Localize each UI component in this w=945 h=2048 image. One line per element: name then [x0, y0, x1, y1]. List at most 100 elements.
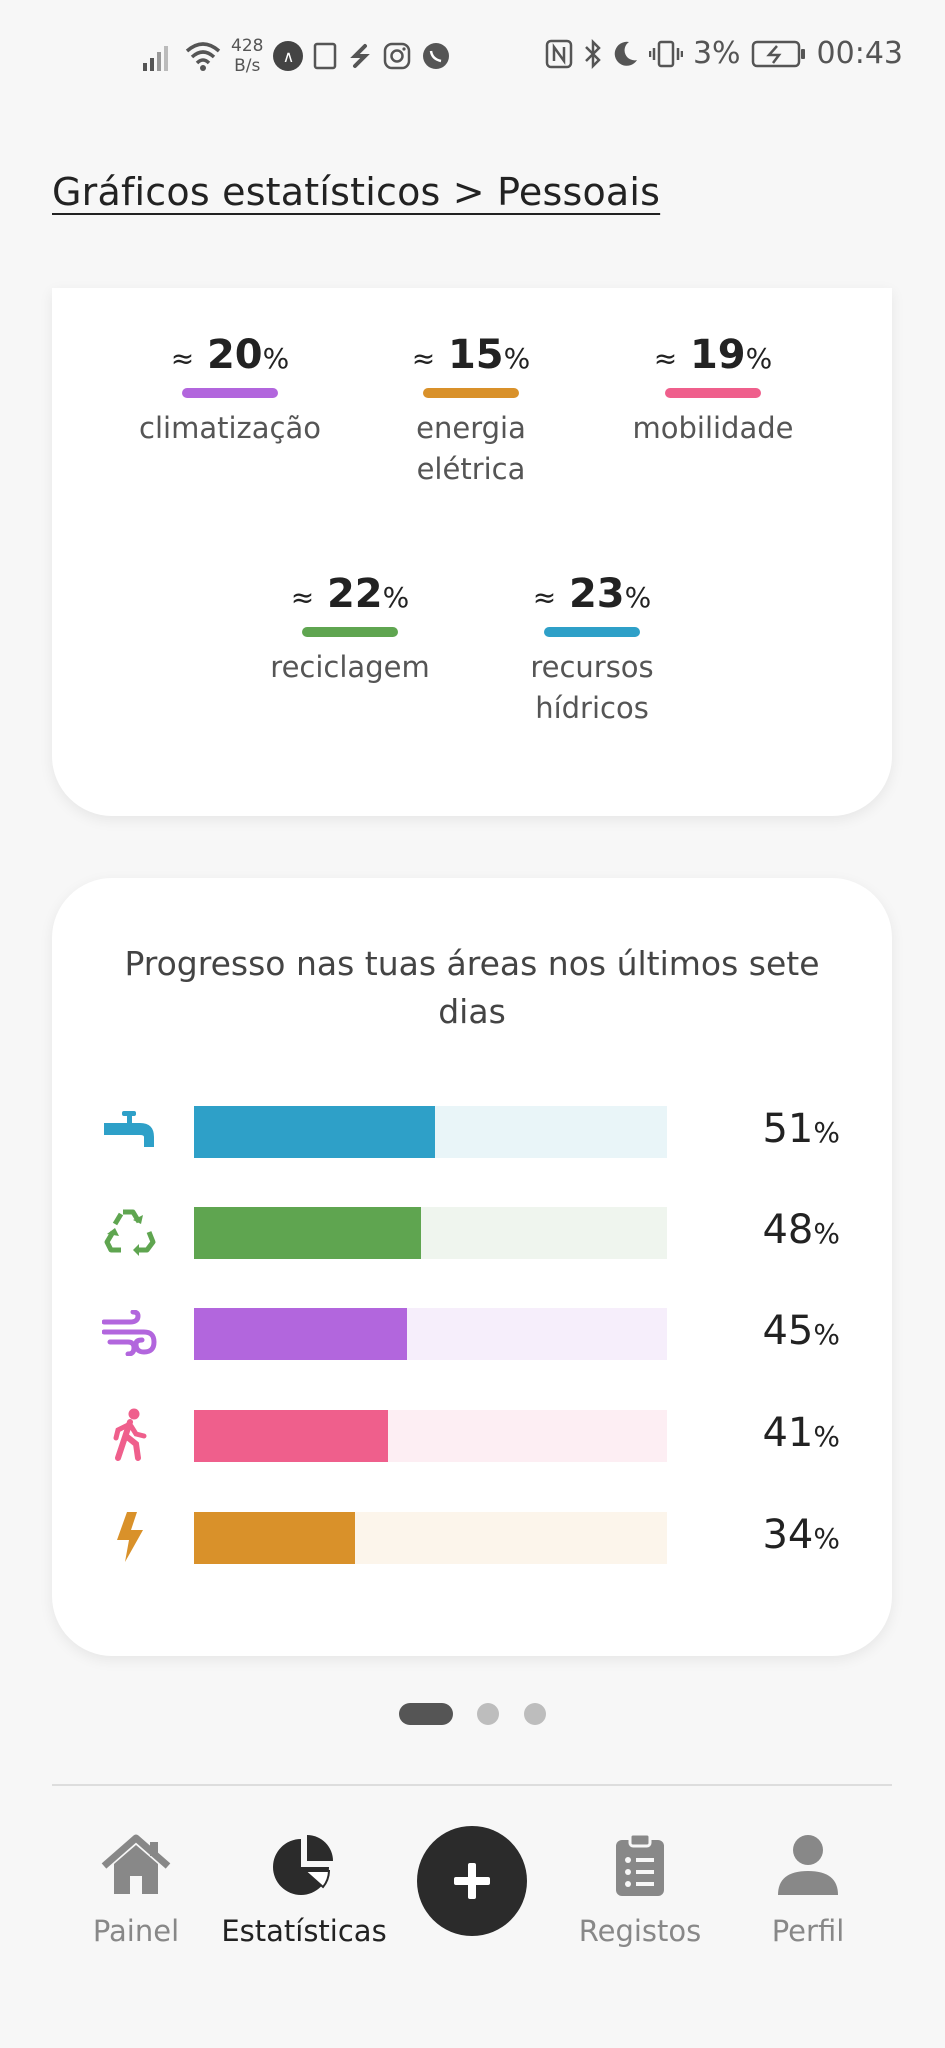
walking-person-icon [113, 1408, 147, 1461]
stat-value: 19 [689, 332, 746, 378]
progress-unit: % [813, 1217, 840, 1250]
nav-estatisticas[interactable]: Estatísticas [214, 1830, 394, 1948]
nav-label: Perfil [771, 1914, 845, 1948]
nav-registos[interactable]: Registos [550, 1830, 730, 1948]
wind-icon [102, 1310, 157, 1356]
progress-value: 41% [762, 1410, 840, 1456]
nav-label: Painel [92, 1914, 180, 1948]
network-rate-unit: B/s [234, 56, 261, 76]
progress-unit: % [813, 1522, 840, 1555]
network-rate-value: 428 [231, 36, 264, 56]
nav-label: Estatísticas [221, 1914, 387, 1948]
nav-painel[interactable]: Painel [46, 1830, 226, 1948]
stat-color-bar [665, 388, 761, 398]
status-bar: 428 B/s ∧ 3% 00:43 [0, 0, 945, 120]
stat-label: climatização [139, 411, 321, 445]
user-icon [778, 1835, 838, 1895]
nav-perfil[interactable]: Perfil [718, 1830, 898, 1948]
page-dot[interactable] [477, 1703, 499, 1725]
tablet-icon [314, 42, 337, 70]
progress-track [194, 1308, 667, 1360]
progress-value: 48% [762, 1207, 840, 1253]
progress-fill [194, 1512, 355, 1564]
approx-symbol: ≈ [532, 581, 557, 614]
app-notification-icon: ∧ [273, 41, 304, 71]
page-dot[interactable] [524, 1703, 546, 1725]
add-button[interactable] [417, 1826, 527, 1936]
progress-card: Progresso nas tuas áreas nos últimos set… [52, 878, 892, 1656]
page-dot-active[interactable] [399, 1703, 453, 1725]
battery-percent: 3% [692, 36, 741, 71]
battery-charging-icon [751, 40, 805, 67]
progress-track [194, 1512, 667, 1564]
signal-icon [143, 46, 168, 71]
stat-value: 23 [568, 571, 625, 617]
clock: 00:43 [816, 36, 903, 71]
stat-label: mobilidade [632, 411, 794, 445]
distribution-card: ≈ 20% climatização ≈ 15% energia elétric… [52, 288, 892, 816]
progress-row-energy: 34% [52, 1510, 892, 1564]
stat-color-bar [302, 627, 398, 637]
stat-unit: % [745, 342, 773, 375]
instagram-icon [384, 42, 411, 70]
progress-value: 45% [762, 1308, 840, 1354]
recycle-icon [104, 1209, 156, 1256]
stat-value: 20 [206, 332, 263, 378]
progress-row-recycling: 48% [52, 1205, 892, 1259]
nfc-icon [545, 39, 573, 68]
stat-color-bar [544, 627, 640, 637]
progress-fill [194, 1207, 422, 1259]
stat-label: recursos hídricos [530, 650, 654, 725]
vibrate-icon [648, 40, 683, 67]
stat-reciclagem: ≈ 22% reciclagem [240, 569, 460, 688]
stat-energia-eletrica: ≈ 15% energia elétrica [361, 330, 581, 490]
approx-symbol: ≈ [170, 342, 195, 375]
breadcrumb[interactable]: Gráficos estatísticos > Pessoais [52, 170, 661, 214]
progress-title: Progresso nas tuas áreas nos últimos set… [124, 944, 820, 1031]
network-rate: 428 B/s [231, 36, 263, 76]
progress-fill [194, 1308, 407, 1360]
stat-label: energia elétrica [416, 411, 526, 486]
lightning-bolt-icon [117, 1512, 143, 1562]
progress-value: 51% [762, 1106, 840, 1152]
moon-icon [614, 41, 637, 66]
progress-row-mobility: 41% [52, 1408, 892, 1462]
progress-track [194, 1207, 667, 1259]
progress-number: 48 [762, 1207, 814, 1253]
clipboard-list-icon [616, 1832, 664, 1896]
progress-number: 51 [762, 1106, 814, 1152]
progress-row-climate: 45% [52, 1306, 892, 1360]
wifi-icon [185, 42, 221, 71]
stat-unit: % [503, 342, 531, 375]
plus-icon [454, 1863, 490, 1899]
bluetooth-icon [585, 38, 601, 69]
stat-unit: % [262, 342, 290, 375]
nav-label: Registos [578, 1914, 702, 1948]
progress-number: 45 [762, 1308, 814, 1354]
stat-climatizacao: ≈ 20% climatização [120, 330, 340, 449]
progress-number: 41 [762, 1410, 814, 1456]
pie-chart-icon [273, 1835, 333, 1895]
whatsapp-icon [423, 43, 450, 69]
progress-number: 34 [762, 1512, 814, 1558]
progress-value: 34% [762, 1512, 840, 1558]
home-icon [101, 1834, 171, 1894]
stat-recursos-hidricos: ≈ 23% recursos hídricos [482, 569, 702, 729]
progress-fill [194, 1106, 436, 1158]
stat-value: 15 [447, 332, 504, 378]
stat-color-bar [182, 388, 278, 398]
progress-unit: % [813, 1420, 840, 1453]
sync-app-icon [350, 44, 371, 68]
stat-color-bar [423, 388, 519, 398]
approx-symbol: ≈ [290, 581, 315, 614]
stat-unit: % [382, 581, 410, 614]
progress-unit: % [813, 1318, 840, 1351]
water-tap-icon [104, 1111, 154, 1147]
progress-track [194, 1410, 667, 1462]
stat-unit: % [624, 581, 652, 614]
approx-symbol: ≈ [653, 342, 678, 375]
page-indicator [0, 1703, 945, 1725]
progress-track [194, 1106, 667, 1158]
progress-fill [194, 1410, 388, 1462]
stat-value: 22 [326, 571, 383, 617]
